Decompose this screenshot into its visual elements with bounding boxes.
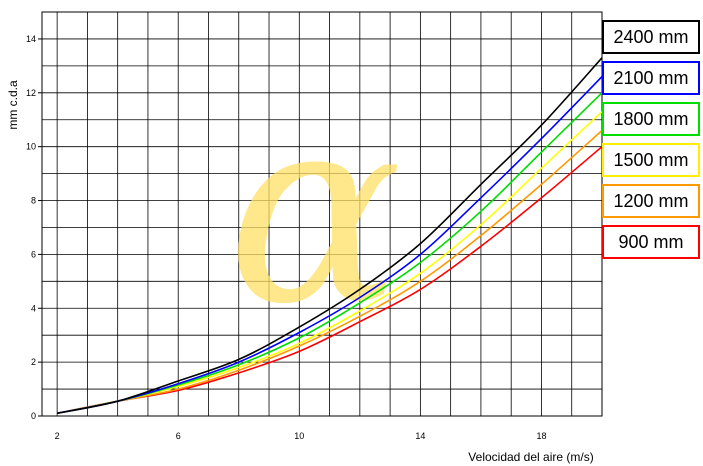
series-line-1200mm [56, 129, 603, 415]
legend-item-2400mm: 2400 mm [602, 20, 700, 54]
y-tick-label: 2 [31, 357, 36, 367]
legend-item-1200mm: 1200 mm [602, 184, 700, 218]
y-tick-label: 8 [31, 196, 36, 206]
series-line-2100mm [56, 76, 603, 415]
x-axis-label: Velocidad del aire (m/s) [468, 450, 593, 464]
x-tick-label: 2 [55, 431, 60, 441]
series-lines [56, 57, 603, 415]
legend-item-1800mm: 1800 mm [602, 102, 700, 136]
x-tick-label: 6 [176, 431, 181, 441]
y-axis-label: mm c.d.a [6, 80, 20, 130]
x-tick-label: 14 [415, 431, 425, 441]
y-tick-label: 14 [26, 34, 36, 44]
series-line-1800mm [56, 92, 603, 415]
x-tick-label: 10 [294, 431, 304, 441]
series-line-1500mm [56, 111, 603, 415]
legend-item-900mm: 900 mm [602, 225, 700, 259]
y-tick-label: 4 [31, 303, 36, 313]
x-tick-label: 18 [536, 431, 546, 441]
legend-item-2100mm: 2100 mm [602, 61, 700, 95]
watermark-alpha: α [227, 60, 403, 362]
y-tick-label: 12 [26, 88, 36, 98]
legend-item-1500mm: 1500 mm [602, 143, 700, 177]
tick-labels: 0 2 4 6 8 10 12 14 2 6 10 14 18 [26, 34, 546, 441]
grid [41, 11, 603, 417]
y-tick-label: 0 [31, 411, 36, 421]
series-line-900mm [56, 146, 603, 415]
y-tick-label: 6 [31, 249, 36, 259]
y-tick-label: 10 [26, 142, 36, 152]
series-line-2400mm [56, 57, 603, 415]
